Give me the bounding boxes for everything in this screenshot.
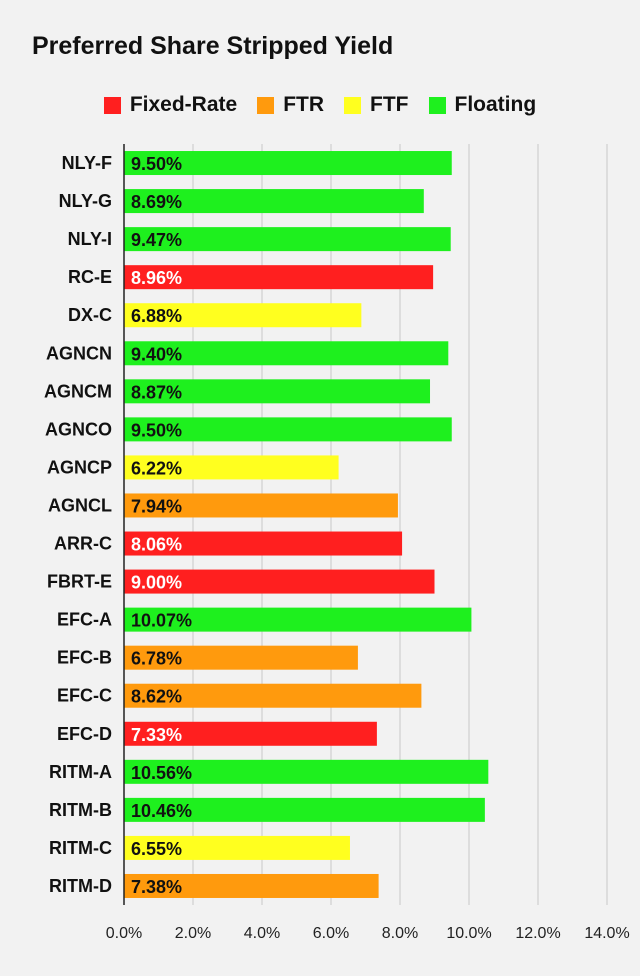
category-label: RITM-D (49, 876, 112, 896)
data-label: 7.38% (131, 877, 182, 897)
legend-swatch (428, 96, 446, 114)
category-label: EFC-A (57, 610, 112, 630)
category-label: RITM-C (49, 838, 112, 858)
category-label: DX-C (68, 305, 112, 325)
data-label: 9.50% (131, 420, 182, 440)
bar (124, 531, 403, 556)
category-label: FBRT-E (47, 572, 112, 592)
bar (124, 759, 489, 784)
bar (124, 455, 339, 480)
data-label: 9.50% (131, 154, 182, 174)
category-label: RC-E (68, 267, 112, 287)
data-label: 6.55% (131, 839, 182, 859)
data-label: 9.47% (131, 230, 182, 250)
tick-label: 0.0% (106, 925, 142, 942)
data-label: 7.94% (131, 496, 182, 516)
data-label: 8.69% (131, 192, 182, 212)
tick-label: 10.0% (446, 925, 491, 942)
bar (124, 683, 422, 708)
data-label: 8.96% (131, 268, 182, 288)
category-label: EFC-B (57, 648, 112, 668)
bar (124, 721, 377, 746)
category-label: AGNCN (46, 343, 112, 363)
legend-label: Fixed-Rate (129, 93, 238, 116)
category-label: ARR-C (54, 534, 112, 554)
category-label: NLY-I (68, 229, 112, 249)
bar (124, 607, 472, 632)
legend-swatch (344, 96, 362, 114)
bar (124, 227, 451, 252)
category-label: AGNCL (48, 495, 112, 515)
legend: Fixed-Rate FTR FTF Floating (0, 90, 640, 120)
tick-label: 2.0% (175, 925, 211, 942)
tick-label: 12.0% (515, 925, 560, 942)
data-label: 10.56% (131, 763, 192, 783)
legend-label: FTR (283, 93, 325, 116)
data-label: 9.00% (131, 573, 182, 593)
bar (124, 379, 431, 404)
category-label: AGNCM (44, 381, 112, 401)
tick-label: 8.0% (382, 925, 418, 942)
bar (124, 873, 379, 898)
data-label: 7.33% (131, 725, 182, 745)
bar (124, 265, 434, 290)
bar (124, 341, 449, 366)
legend-item: FTF (344, 93, 409, 117)
tick-label: 6.0% (313, 925, 349, 942)
data-label: 10.46% (131, 801, 192, 821)
legend-label: Floating (454, 93, 537, 116)
data-label: 8.62% (131, 687, 182, 707)
bar (124, 189, 424, 214)
bar (124, 569, 435, 594)
legend-item: Fixed-Rate (103, 93, 238, 117)
legend-item: Floating (428, 93, 537, 117)
bar (124, 493, 398, 518)
data-label: 8.87% (131, 382, 182, 402)
legend-label: FTF (370, 93, 409, 116)
data-label: 10.07% (131, 611, 192, 631)
bar (124, 417, 452, 442)
category-label: NLY-F (62, 153, 112, 173)
data-label: 6.78% (131, 649, 182, 669)
data-label: 6.22% (131, 458, 182, 478)
data-label: 9.40% (131, 344, 182, 364)
legend-swatch (103, 96, 121, 114)
chart-title: Preferred Share Stripped Yield (32, 32, 394, 60)
data-label: 6.88% (131, 306, 182, 326)
category-label: RITM-B (49, 800, 112, 820)
legend-swatch (257, 96, 275, 114)
legend-item: FTR (257, 93, 324, 117)
category-label: RITM-A (49, 762, 112, 782)
tick-label: 4.0% (244, 925, 280, 942)
category-label: NLY-G (59, 191, 112, 211)
bar (124, 645, 358, 670)
category-label: AGNCP (47, 457, 112, 477)
bar (124, 835, 350, 860)
tick-label: 14.0% (584, 925, 629, 942)
bar (124, 151, 452, 176)
bar (124, 303, 362, 328)
bar (124, 797, 485, 822)
category-label: AGNCO (45, 419, 112, 439)
category-label: EFC-D (57, 724, 112, 744)
data-label: 8.06% (131, 535, 182, 555)
category-label: EFC-C (57, 686, 112, 706)
